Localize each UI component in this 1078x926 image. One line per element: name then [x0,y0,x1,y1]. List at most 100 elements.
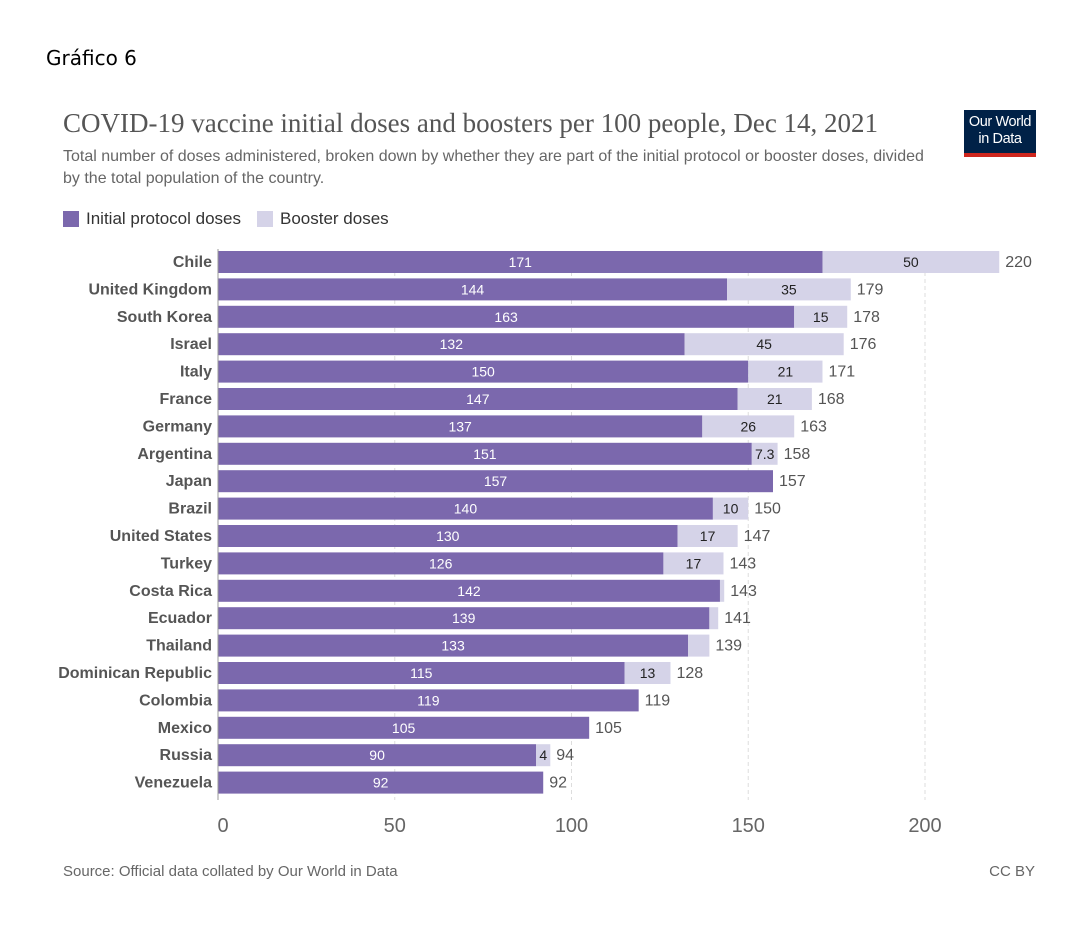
bar-initial [218,689,639,712]
bar-initial [218,716,590,739]
bar-initial-value: 171 [509,254,533,270]
bar-booster [688,634,710,657]
bar-initial-value: 133 [441,638,465,654]
bar-booster [822,251,1000,273]
bar-initial [218,607,710,630]
bar-initial [218,525,678,547]
bar-booster-value: 15 [813,309,829,325]
legend-label-booster: Booster doses [279,209,389,228]
bar-initial-value: 142 [457,583,481,599]
bar-booster [536,744,551,767]
bar-booster [684,333,844,356]
bar-initial-value: 140 [454,501,478,517]
category-label: Israel [170,336,212,353]
bar-initial-value: 90 [369,747,385,763]
bar-initial [218,552,664,575]
bar-booster [677,525,738,547]
chart-title: COVID-19 vaccine initial doses and boost… [63,108,879,138]
bar-booster-value: 21 [767,391,783,407]
bar-booster-value: 21 [778,364,794,380]
category-label: Venezuela [135,775,212,792]
bar-initial [218,662,625,684]
category-label: Chile [173,254,212,271]
category-label: Argentina [137,446,212,463]
bar-total-label: 150 [754,501,781,518]
bar-booster [719,579,725,602]
bar-booster [737,388,812,410]
bar-initial [218,744,537,767]
owid-logo[interactable]: Our World in Data [964,110,1036,157]
bar-initial [218,497,713,520]
bar-initial-value: 150 [471,364,495,380]
bar-initial [218,470,773,493]
bar-initial [218,634,689,657]
category-label: Colombia [139,692,212,709]
bar-initial-value: 163 [494,309,518,325]
bar-initial-value: 151 [473,446,497,462]
bar-booster-value: 45 [756,336,772,352]
bar-initial-value: 105 [392,720,416,736]
bar-total-label: 141 [724,610,751,627]
bar-initial [218,442,752,465]
bar-initial-value: 157 [484,473,508,489]
bar-initial [218,388,738,410]
bar-initial-value: 126 [429,555,453,571]
bar-total-label: 158 [784,446,811,463]
legend-swatch-booster [256,211,273,227]
bar-initial-value: 132 [440,336,464,352]
category-label: Ecuador [148,610,212,627]
category-label: Thailand [146,638,212,655]
bar-total-label: 94 [556,747,574,764]
category-label: Russia [160,747,213,764]
bar-booster [663,552,724,575]
bar-total-label: 147 [744,528,771,545]
category-label: Dominican Republic [58,665,212,682]
legend-swatch-initial [63,211,79,227]
bar-booster-value: 26 [740,418,756,434]
bar-total-label: 178 [853,309,880,326]
license-label[interactable]: CC BY [989,863,1035,880]
bar-booster-value: 13 [640,665,656,681]
category-label: Mexico [158,720,212,737]
bar-initial-value: 92 [373,775,389,791]
legend-label-initial: Initial protocol doses [86,209,241,228]
logo-line-1: Our World [968,114,1032,130]
category-label: Japan [166,473,212,490]
bar-initial [218,278,728,301]
bar-total-label: 143 [730,555,757,572]
category-label: Brazil [168,501,212,518]
bar-initial [218,251,823,273]
category-label: Italy [180,364,212,381]
category-label: United States [110,528,212,545]
category-label: Costa Rica [129,583,212,600]
bar-booster [727,278,851,301]
chart-subtitle: Total number of doses administered, brok… [63,148,924,187]
bar-initial [218,579,720,602]
bar-booster-value: 7.3 [755,446,775,462]
bar-total-label: 176 [850,336,877,353]
bar-total-label: 220 [1005,254,1032,271]
bar-booster [624,662,671,684]
category-label: Germany [143,418,212,435]
bar-initial-value: 137 [448,418,472,434]
bar-initial [218,771,544,794]
legend-item-initial[interactable]: Initial protocol doses [63,209,241,229]
bar-booster [751,442,778,465]
bar-booster [709,607,719,630]
bar-initial [218,333,685,356]
source-note: Source: Official data collated by Our Wo… [63,863,398,880]
bar-initial-value: 139 [452,610,476,626]
x-tick-label: 100 [555,815,588,837]
bar-total-label: 128 [676,665,703,682]
bar-total-label: 105 [595,720,622,737]
bar-total-label: 171 [828,364,855,381]
bar-booster [794,305,848,328]
legend-item-booster[interactable]: Booster doses [256,209,389,229]
bar-booster-value: 17 [700,528,716,544]
bar-initial [218,360,749,383]
x-tick-label: 150 [732,815,765,837]
x-tick-label: 200 [908,815,941,837]
bar-total-label: 143 [730,583,757,600]
category-label: United Kingdom [88,281,212,298]
